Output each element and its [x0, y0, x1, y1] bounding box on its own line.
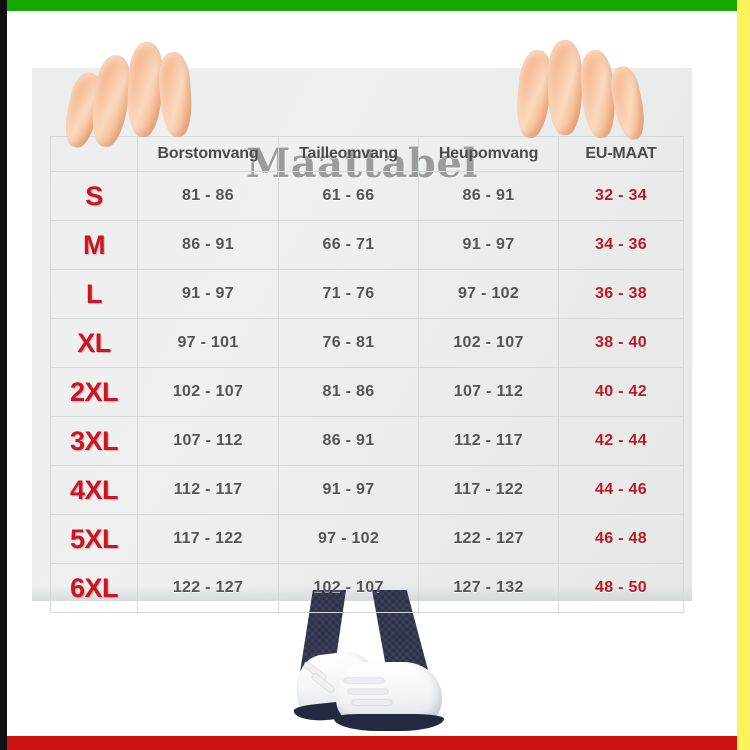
frame-border-left — [0, 0, 7, 750]
table-row: 2XL 102 - 107 81 - 86 107 - 112 40 - 42 — [50, 367, 684, 417]
cell-size: M — [50, 220, 138, 270]
frame-border-top — [0, 0, 750, 11]
cell-size: 6XL — [50, 563, 138, 613]
column-header-waist: Tailleomvang — [278, 136, 419, 172]
cell-chest: 107 - 112 — [137, 416, 279, 466]
cell-eu: 48 - 50 — [558, 563, 684, 613]
cell-size: XL — [50, 318, 138, 368]
sneaker-lace-icon — [348, 689, 388, 694]
cell-eu: 46 - 48 — [558, 514, 684, 564]
table-row: 4XL 112 - 117 91 - 97 117 - 122 44 - 46 — [50, 465, 684, 515]
cell-hip: 112 - 117 — [418, 416, 559, 466]
table-row: L 91 - 97 71 - 76 97 - 102 36 - 38 — [50, 269, 684, 319]
cell-size: L — [50, 269, 138, 319]
cell-hip: 122 - 127 — [418, 514, 559, 564]
cell-size: 5XL — [50, 514, 138, 564]
column-header-chest: Borstomvang — [137, 136, 279, 172]
frame-border-bottom — [0, 736, 750, 750]
cell-waist: 97 - 102 — [278, 514, 419, 564]
table-body: S 81 - 86 61 - 66 86 - 91 32 - 34 M 86 -… — [50, 171, 684, 613]
column-header-size — [50, 136, 138, 172]
cell-eu: 40 - 42 — [558, 367, 684, 417]
column-header-eu: EU-MAAT — [558, 136, 684, 172]
table-row: M 86 - 91 66 - 71 91 - 97 34 - 36 — [50, 220, 684, 270]
table-header-row: Borstomvang Tailleomvang Heupomvang EU-M… — [50, 136, 684, 172]
cell-waist: 61 - 66 — [278, 171, 419, 221]
cell-eu: 44 - 46 — [558, 465, 684, 515]
sneaker-lace-icon — [344, 678, 384, 683]
cell-eu: 38 - 40 — [558, 318, 684, 368]
table-row: XL 97 - 101 76 - 81 102 - 107 38 - 40 — [50, 318, 684, 368]
table-header: Borstomvang Tailleomvang Heupomvang EU-M… — [50, 136, 684, 172]
cell-eu: 32 - 34 — [558, 171, 684, 221]
cell-chest: 117 - 122 — [137, 514, 279, 564]
table-row: 6XL 122 - 127 102 - 107 127 - 132 48 - 5… — [50, 563, 684, 613]
cell-size: 2XL — [50, 367, 138, 417]
cell-chest: 112 - 117 — [137, 465, 279, 515]
table-row: 5XL 117 - 122 97 - 102 122 - 127 46 - 48 — [50, 514, 684, 564]
cell-size: 3XL — [50, 416, 138, 466]
cell-hip: 127 - 132 — [418, 563, 559, 613]
size-table: Borstomvang Tailleomvang Heupomvang EU-M… — [50, 136, 684, 613]
finger-icon — [548, 40, 582, 135]
cell-chest: 86 - 91 — [137, 220, 279, 270]
cell-waist: 91 - 97 — [278, 465, 419, 515]
sneaker-lace-icon — [352, 700, 392, 705]
cell-chest: 97 - 101 — [137, 318, 279, 368]
cell-eu: 34 - 36 — [558, 220, 684, 270]
cell-eu: 42 - 44 — [558, 416, 684, 466]
cell-hip: 117 - 122 — [418, 465, 559, 515]
table-row: S 81 - 86 61 - 66 86 - 91 32 - 34 — [50, 171, 684, 221]
frame-border-right — [737, 0, 750, 750]
cell-hip: 91 - 97 — [418, 220, 559, 270]
cell-eu: 36 - 38 — [558, 269, 684, 319]
table-row: 3XL 107 - 112 86 - 91 112 - 117 42 - 44 — [50, 416, 684, 466]
cell-waist: 71 - 76 — [278, 269, 419, 319]
cell-chest: 91 - 97 — [137, 269, 279, 319]
sneaker-sole-front — [334, 714, 444, 731]
size-table-container: Borstomvang Tailleomvang Heupomvang EU-M… — [50, 136, 684, 613]
cell-hip: 86 - 91 — [418, 171, 559, 221]
cell-waist: 66 - 71 — [278, 220, 419, 270]
cell-chest: 81 - 86 — [137, 171, 279, 221]
cell-hip: 97 - 102 — [418, 269, 559, 319]
cell-hip: 102 - 107 — [418, 318, 559, 368]
cell-size: S — [50, 171, 138, 221]
column-header-hip: Heupomvang — [418, 136, 559, 172]
cell-waist: 86 - 91 — [278, 416, 419, 466]
cell-waist: 76 - 81 — [278, 318, 419, 368]
cell-size: 4XL — [50, 465, 138, 515]
cell-chest: 122 - 127 — [137, 563, 279, 613]
cell-waist: 81 - 86 — [278, 367, 419, 417]
cell-hip: 107 - 112 — [418, 367, 559, 417]
cell-chest: 102 - 107 — [137, 367, 279, 417]
cell-waist: 102 - 107 — [278, 563, 419, 613]
